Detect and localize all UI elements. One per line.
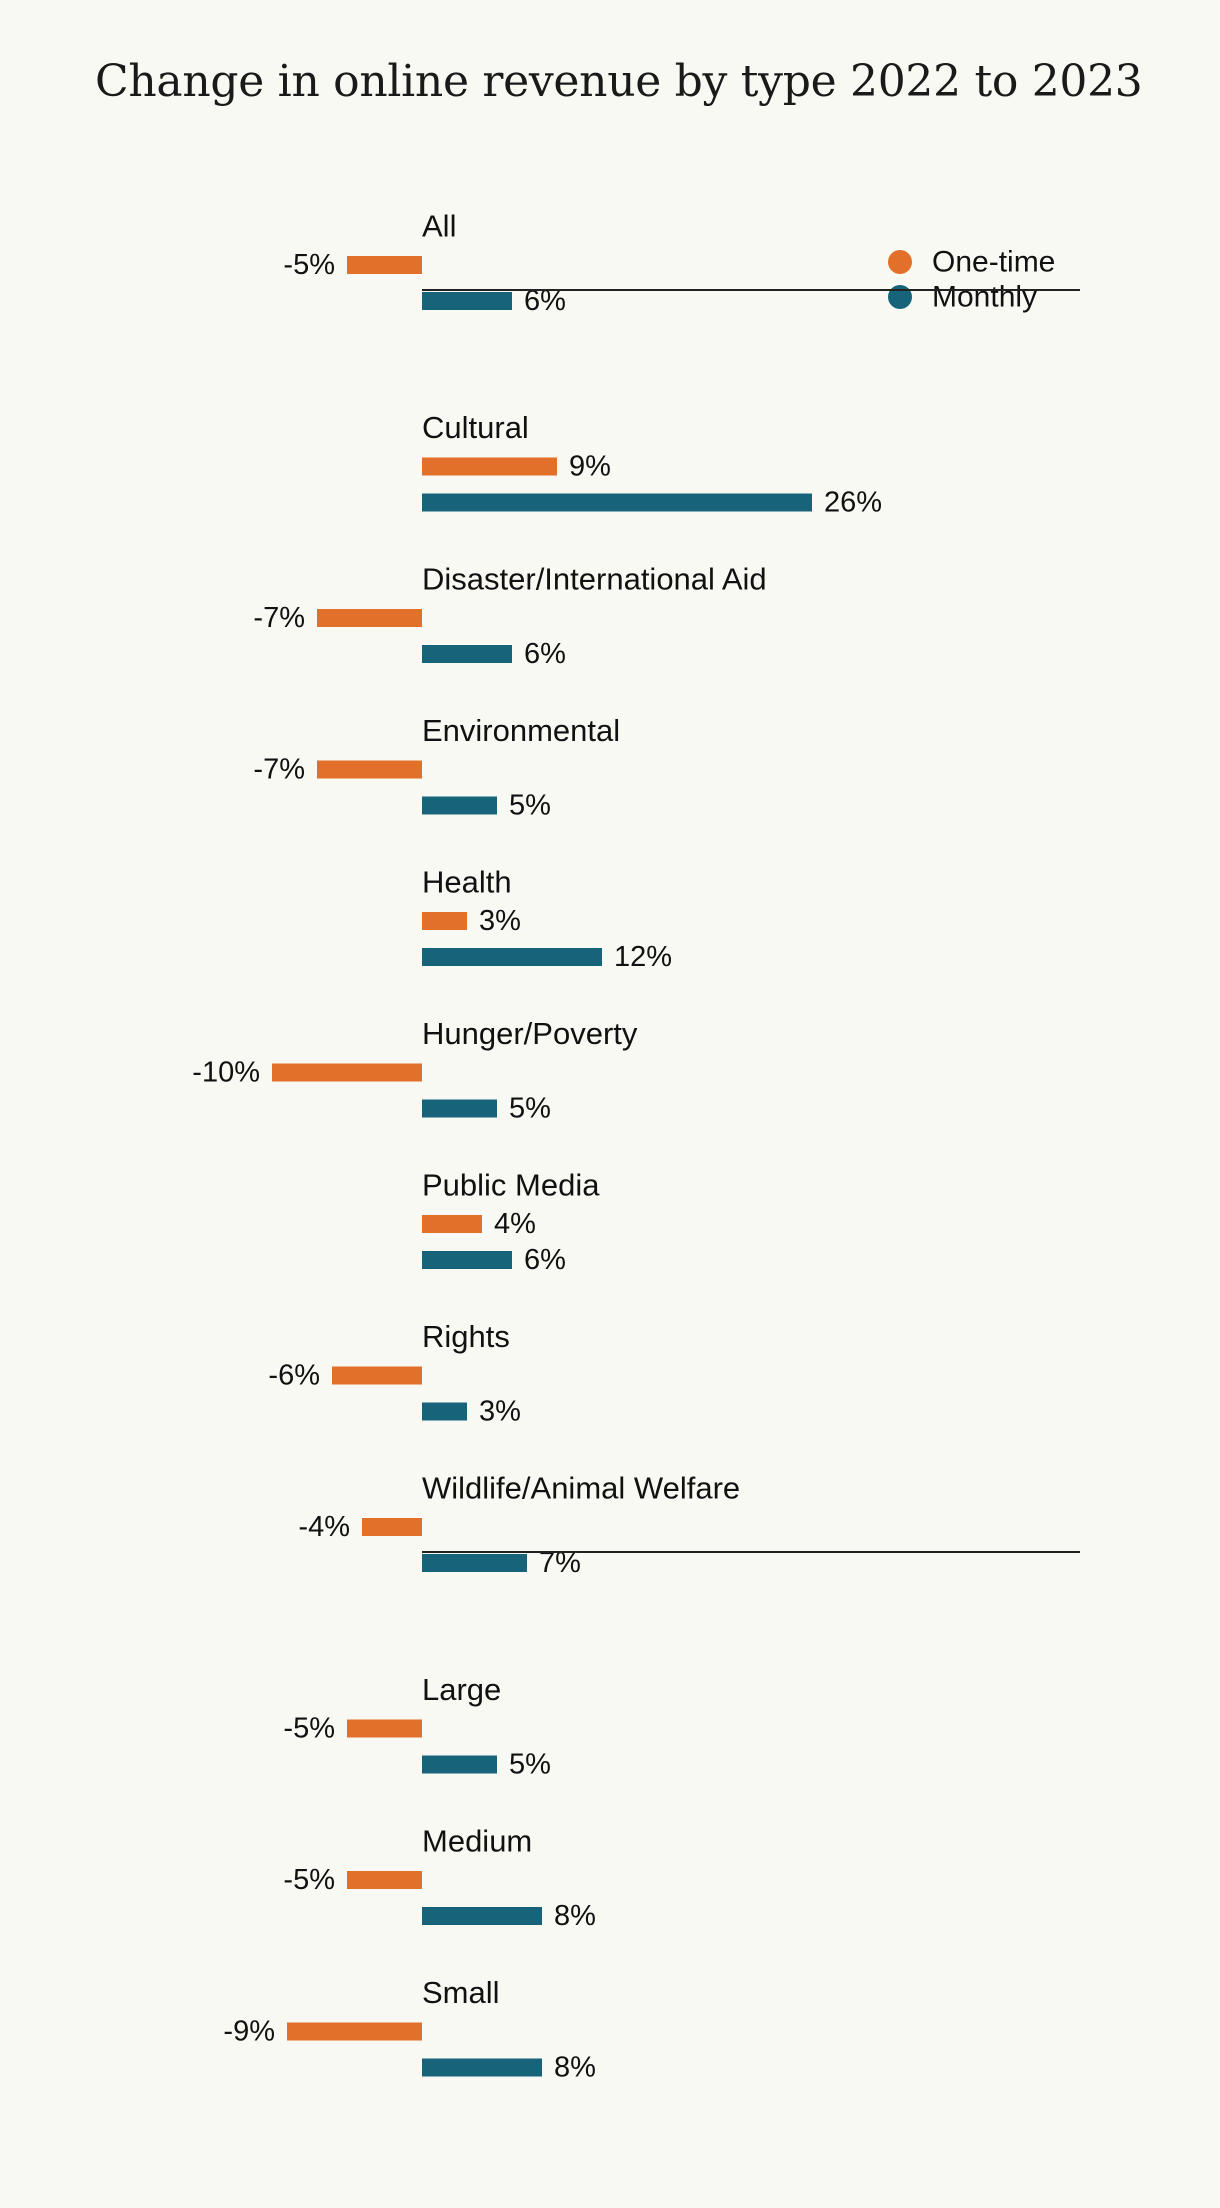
value-label-one-time: -10% <box>192 1057 260 1089</box>
value-label-one-time: -6% <box>268 1360 320 1392</box>
bar-monthly <box>422 1099 497 1118</box>
category-large: Large -5% 5% <box>283 1672 551 1781</box>
value-label-monthly: 26% <box>824 487 882 519</box>
category-wildlife-animal-welfare: Wildlife/Animal Welfare-4%7% <box>298 1471 740 1580</box>
bar-one-time <box>332 1366 422 1385</box>
value-label-one-time: 4% <box>494 1208 536 1240</box>
category-cultural: Cultural 9% 26% <box>422 410 882 519</box>
category-all: All-5%6% <box>283 209 566 318</box>
category-label: Wildlife/Animal Welfare <box>422 1471 740 1506</box>
bar-monthly <box>422 493 812 512</box>
category-label: Environmental <box>422 713 620 748</box>
bar-monthly <box>422 1907 542 1925</box>
value-label-monthly: 8% <box>554 1900 596 1932</box>
value-label-monthly: 12% <box>614 941 672 973</box>
bar-one-time <box>272 1063 422 1082</box>
bar-one-time <box>347 256 422 274</box>
category-label: Medium <box>422 1824 532 1859</box>
bar-monthly <box>422 1402 467 1421</box>
category-hunger-poverty: Hunger/Poverty -10% 5% <box>192 1016 638 1125</box>
value-label-monthly: 5% <box>509 790 551 822</box>
legend-swatch-monthly <box>888 285 912 309</box>
value-label-monthly: 6% <box>524 638 566 670</box>
bar-one-time <box>422 457 557 476</box>
bar-one-time <box>347 1719 422 1738</box>
category-label: Cultural <box>422 410 529 445</box>
bar-monthly <box>422 796 497 815</box>
category-rights: Rights -6% 3% <box>268 1319 521 1428</box>
value-label-one-time: 3% <box>479 905 521 937</box>
bar-monthly <box>422 2058 542 2077</box>
bar-one-time <box>422 912 467 930</box>
legend-label-monthly: Monthly <box>932 281 1037 314</box>
category-label: Large <box>422 1672 501 1707</box>
chart-marks: All -5% 6% Cultural 9% 26% Disaster/Internatio… <box>192 209 1080 2084</box>
bar-monthly <box>422 1755 497 1774</box>
category-label: Rights <box>422 1319 510 1354</box>
value-label-one-time: -7% <box>253 754 305 786</box>
value-label-monthly: 3% <box>479 1396 521 1428</box>
legend-label-one-time: One-time <box>932 246 1055 279</box>
category-label: Health <box>422 865 512 900</box>
bar-one-time <box>422 1215 482 1233</box>
bar-one-time <box>317 760 422 779</box>
category-disaster-international-aid: Disaster/International Aid -7% 6% <box>253 562 766 671</box>
value-label-one-time: -5% <box>283 1713 335 1745</box>
category-small: Small -9% 8% <box>223 1975 596 2084</box>
value-label-monthly: 6% <box>524 1244 566 1276</box>
bar-monthly <box>422 948 602 966</box>
category-label: Hunger/Poverty <box>422 1016 638 1051</box>
value-label-one-time: 9% <box>569 451 611 483</box>
category-public-media: Public Media 4% 6% <box>422 1168 600 1276</box>
value-label-one-time: -5% <box>283 249 335 281</box>
category-medium: Medium -5% 8% <box>283 1824 596 1933</box>
bar-one-time <box>317 609 422 627</box>
value-label-monthly: 8% <box>554 2052 596 2084</box>
chart-title: Change in online revenue by type 2022 to… <box>95 56 1143 107</box>
bar-monthly <box>422 645 512 663</box>
legend-swatch-one-time <box>888 250 912 274</box>
category-label: Public Media <box>422 1168 600 1203</box>
value-label-one-time: -9% <box>223 2016 275 2048</box>
value-label-one-time: -7% <box>253 602 305 634</box>
category-label: Small <box>422 1975 500 2010</box>
bar-monthly <box>422 1251 512 1269</box>
value-label-monthly: 5% <box>509 1093 551 1125</box>
value-label-one-time: -5% <box>283 1864 335 1896</box>
bar-one-time <box>347 1871 422 1889</box>
category-label: Disaster/International Aid <box>422 562 767 597</box>
bar-monthly <box>422 292 512 310</box>
bar-one-time <box>287 2022 422 2041</box>
value-label-one-time: -4% <box>298 1511 350 1543</box>
value-label-monthly: 5% <box>509 1749 551 1781</box>
bar-monthly <box>422 1554 527 1572</box>
category-environmental: Environmental -7% 5% <box>253 713 620 822</box>
category-health: Health 3% 12% <box>422 865 672 973</box>
bar-one-time <box>362 1518 422 1536</box>
category-label: All <box>422 209 456 244</box>
